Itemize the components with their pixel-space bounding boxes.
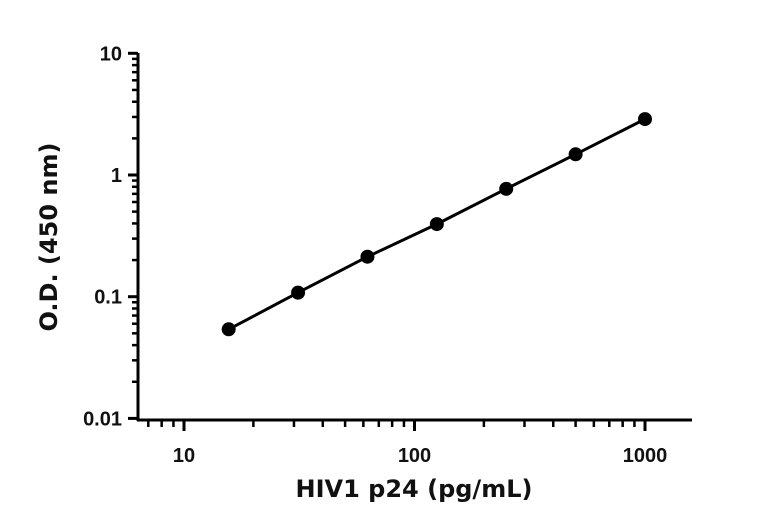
data-point-marker <box>499 181 514 196</box>
y-axis-title: O.D. (450 nm) <box>35 143 63 332</box>
y-tick-label: 0.01 <box>83 408 122 430</box>
y-tick-labels: 0.01 0.1 1 10 <box>83 43 122 430</box>
data-points <box>221 112 652 337</box>
data-point-marker <box>638 112 652 127</box>
data-point-marker <box>568 147 583 162</box>
x-axis-ticks <box>147 420 647 431</box>
x-tick-label: 1000 <box>623 445 668 467</box>
x-tick-label: 100 <box>398 445 431 467</box>
x-tick-label: 10 <box>173 445 195 467</box>
x-tick-labels: 10 100 1000 <box>173 445 667 467</box>
data-point-marker <box>360 249 375 264</box>
y-tick-label: 1 <box>111 165 122 187</box>
y-tick-label: 10 <box>100 43 122 65</box>
y-tick-label: 0.1 <box>94 287 122 309</box>
x-axis-title: HIV1 p24 (pg/mL) <box>296 475 533 503</box>
data-point-marker <box>221 322 236 337</box>
data-point-marker <box>429 217 444 232</box>
data-point-marker <box>291 285 306 300</box>
